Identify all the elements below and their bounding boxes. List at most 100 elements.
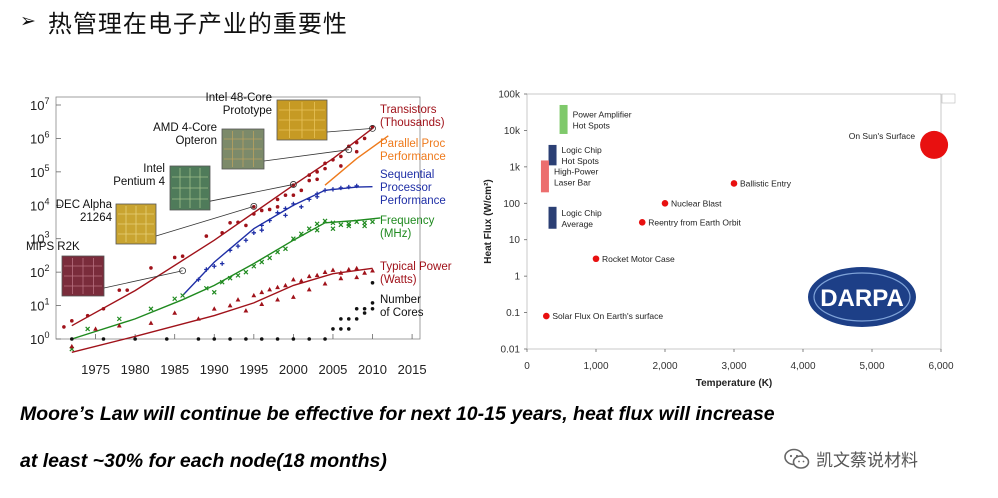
point-transistors: [370, 125, 375, 129]
point-transistors: [275, 197, 280, 202]
point-number-of-cores: [323, 337, 327, 341]
y-tick-exp: 2: [44, 263, 49, 273]
point-frequency: [330, 226, 336, 232]
point-label-rocket-motor-case: Rocket Motor Case: [602, 254, 675, 264]
annotation-leader: [263, 149, 349, 162]
point-sequential-processor-performance: [219, 261, 225, 266]
point-transistors: [307, 178, 312, 183]
point-frequency: [362, 223, 368, 229]
point-number-of-cores: [133, 337, 137, 341]
series-label-number-of-cores: of Cores: [380, 307, 424, 319]
point-transistors: [315, 177, 319, 182]
point-typical-power: [338, 270, 344, 275]
y-tick-label-5: 105: [30, 163, 49, 180]
point-number-of-cores: [196, 337, 201, 341]
series-label-sequential-processor-performance: Performance: [380, 195, 446, 207]
point-number-of-cores: [70, 337, 74, 341]
point-frequency: [330, 220, 336, 226]
point-typical-power: [93, 326, 98, 331]
point-frequency: [354, 219, 360, 225]
point-transistors: [362, 136, 367, 141]
bar-label-logic-chip-hot-spots: Logic Chip: [562, 145, 602, 155]
point-sequential-processor-performance: [227, 248, 233, 253]
point-frequency: [275, 249, 280, 255]
point-frequency: [148, 306, 154, 312]
y-tick-label-4: 104: [30, 196, 49, 213]
point-frequency: [180, 293, 186, 298]
point-transistors: [323, 161, 327, 166]
point-number-of-cores: [244, 337, 248, 341]
point-rocket-motor-case: [592, 255, 600, 263]
point-transistors: [180, 254, 185, 258]
darpa-logo-text: DARPA: [820, 285, 904, 312]
annotation-marker: [289, 181, 297, 188]
annotation-label-amd-4-core-opteron: AMD 4-Core: [153, 122, 217, 134]
point-number-of-cores: [228, 337, 232, 341]
point-typical-power: [290, 276, 296, 282]
y-tick-label-1: 101: [30, 297, 49, 314]
point-typical-power: [259, 301, 265, 306]
point-number-of-cores: [346, 327, 351, 331]
y-tick-label-100k: 100k: [498, 90, 521, 101]
point-typical-power: [322, 281, 328, 286]
point-typical-power: [354, 274, 360, 280]
point-frequency: [116, 316, 122, 322]
series-label-sequential-processor-performance: Processor: [380, 182, 432, 194]
bar-power-amplifier-hot-spots: [559, 104, 568, 134]
point-ballistic-entry: [730, 180, 738, 187]
x-tick-label-2000: 2000: [279, 362, 308, 377]
point-transistors: [307, 173, 312, 177]
point-number-of-cores: [339, 327, 343, 331]
series-label-typical-power: (Watts): [380, 274, 417, 286]
point-sequential-processor-performance: [291, 201, 296, 207]
point-number-of-cores: [354, 317, 359, 321]
point-frequency: [203, 285, 209, 291]
x-tick-label-4-000: 4,000: [790, 361, 815, 372]
series-label-number-of-cores: Number: [380, 294, 421, 306]
y-tick-base: 10: [30, 265, 44, 280]
right-plot-corner: [941, 93, 956, 104]
series-label-parallel-proc-performance: Performance: [380, 151, 446, 163]
point-frequency: [338, 222, 344, 228]
point-reentry-from-earth-orbit: [638, 219, 646, 226]
point-sequential-processor-performance: [259, 223, 264, 228]
point-number-of-cores: [291, 337, 296, 341]
annotation-marker: [179, 267, 187, 275]
y-tick-exp: 6: [44, 129, 49, 139]
bar-label-logic-chip-average: Average: [562, 219, 594, 229]
point-typical-power: [338, 275, 344, 281]
annotation-label-amd-4-core-opteron: Opteron: [175, 135, 217, 147]
point-sequential-processor-performance: [235, 243, 241, 249]
annotation-marker: [345, 146, 353, 154]
point-number-of-cores: [307, 337, 312, 341]
point-frequency: [346, 223, 352, 229]
point-frequency: [283, 246, 288, 252]
slide-title: ➢ 热管理在电子产业的重要性: [20, 4, 348, 38]
point-typical-power: [196, 316, 201, 321]
point-number-of-cores: [101, 337, 106, 341]
point-transistors: [354, 149, 359, 154]
y-tick-label-10k: 10k: [504, 126, 521, 137]
point-sequential-processor-performance: [314, 194, 320, 199]
point-transistors: [299, 188, 304, 193]
trend-line-frequency: [71, 217, 381, 340]
point-typical-power: [370, 268, 375, 273]
point-frequency: [290, 236, 296, 242]
point-frequency: [314, 221, 320, 227]
point-typical-power: [283, 282, 288, 288]
point-frequency: [219, 279, 225, 285]
point-typical-power: [148, 320, 154, 325]
point-number-of-cores: [362, 311, 367, 315]
point-number-of-cores: [164, 337, 169, 341]
point-transistors: [323, 166, 327, 171]
point-frequency: [251, 263, 257, 269]
y-tick-exp: 0: [44, 330, 49, 340]
x-tick-label-1-000: 1,000: [583, 361, 608, 372]
point-transistors: [228, 220, 232, 225]
y-tick-base: 10: [30, 299, 44, 314]
y-tick-label-6: 106: [30, 129, 49, 146]
chip-image-intel-pentium-4: [169, 165, 211, 211]
point-typical-power: [172, 310, 178, 315]
